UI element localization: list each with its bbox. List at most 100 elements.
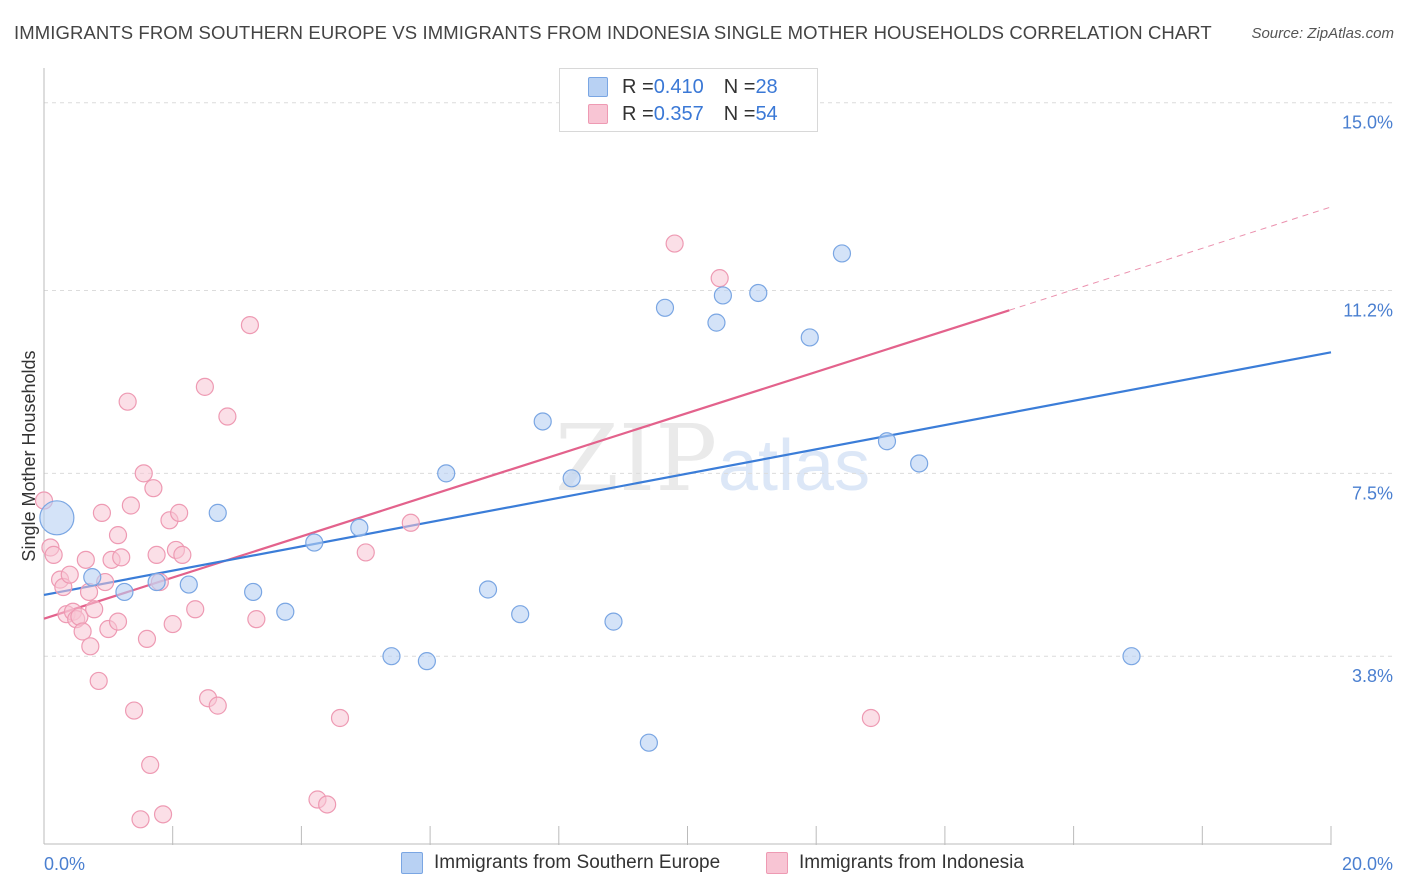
- bottom-legend-label: Immigrants from Indonesia: [799, 852, 1024, 873]
- trend-line-indonesia: [43, 309, 1010, 620]
- data-point-indonesia[interactable]: [134, 464, 153, 483]
- data-point-indonesia[interactable]: [186, 600, 205, 619]
- data-point-indonesia[interactable]: [73, 622, 92, 641]
- watermark-atlas: atlas: [718, 426, 870, 506]
- x-tick-label-max: 20.0%: [1342, 854, 1393, 874]
- data-point-southern-europe[interactable]: [83, 568, 102, 587]
- axes: [43, 68, 1332, 845]
- data-point-southern-europe[interactable]: [179, 575, 198, 594]
- data-point-southern-europe[interactable]: [910, 454, 929, 473]
- y-tick-label: 7.5%: [1352, 483, 1393, 503]
- data-point-indonesia[interactable]: [218, 407, 237, 426]
- data-point-southern-europe[interactable]: [655, 298, 675, 317]
- legend-row-southern-europe: R = 0.410 N = 28: [588, 74, 778, 100]
- data-point-southern-europe[interactable]: [639, 733, 658, 752]
- data-point-southern-europe[interactable]: [115, 582, 134, 602]
- data-point-southern-europe[interactable]: [511, 605, 530, 624]
- legend-n-value: 28: [755, 75, 778, 98]
- data-point-indonesia[interactable]: [118, 392, 137, 411]
- trend-line-indonesia-extension: [1009, 206, 1332, 311]
- correlation-legend: R = 0.410 N = 28 R = 0.357 N = 54: [559, 68, 818, 132]
- data-point-southern-europe[interactable]: [604, 612, 623, 631]
- data-point-indonesia[interactable]: [240, 315, 260, 335]
- data-point-indonesia[interactable]: [401, 513, 420, 532]
- trend-lines: [43, 206, 1332, 620]
- watermark: ZIP atlas: [555, 405, 870, 512]
- legend-n-value: 54: [755, 102, 778, 125]
- y-tick-label: 11.2%: [1343, 301, 1393, 321]
- legend-r-label: R =: [622, 102, 654, 125]
- trend-line-southern-europe: [43, 351, 1332, 597]
- data-point-southern-europe[interactable]: [478, 580, 498, 599]
- data-point-southern-europe[interactable]: [707, 313, 726, 332]
- data-point-southern-europe[interactable]: [147, 572, 166, 592]
- data-point-indonesia[interactable]: [79, 582, 99, 602]
- data-point-indonesia[interactable]: [44, 545, 63, 564]
- data-point-indonesia[interactable]: [108, 526, 128, 545]
- data-point-indonesia[interactable]: [861, 708, 880, 728]
- data-point-indonesia[interactable]: [81, 637, 100, 656]
- data-point-indonesia[interactable]: [665, 234, 684, 253]
- legend-n-label: N =: [723, 102, 756, 125]
- chart-title: IMMIGRANTS FROM SOUTHERN EUROPE VS IMMIG…: [14, 22, 1212, 43]
- data-point-indonesia[interactable]: [163, 614, 182, 634]
- legend-r-value: 0.410: [653, 75, 704, 98]
- data-point-southern-europe[interactable]: [39, 500, 75, 536]
- data-point-southern-europe[interactable]: [208, 503, 227, 522]
- legend-swatch-pink: [588, 104, 608, 124]
- data-point-southern-europe[interactable]: [417, 652, 436, 671]
- data-point-indonesia[interactable]: [121, 496, 140, 515]
- bottom-legend-indonesia[interactable]: Immigrants from Indonesia: [766, 852, 1024, 874]
- data-point-indonesia[interactable]: [153, 805, 173, 824]
- data-point-southern-europe[interactable]: [305, 533, 324, 552]
- source-label: Source: ZipAtlas.com: [1251, 25, 1394, 42]
- data-point-southern-europe[interactable]: [713, 286, 732, 305]
- data-point-southern-europe[interactable]: [832, 244, 852, 263]
- y-tick-label: 3.8%: [1352, 666, 1393, 686]
- data-point-indonesia[interactable]: [144, 479, 163, 498]
- data-point-indonesia[interactable]: [141, 755, 160, 775]
- data-point-southern-europe[interactable]: [800, 328, 819, 347]
- data-point-southern-europe[interactable]: [382, 647, 401, 666]
- data-point-southern-europe[interactable]: [562, 469, 581, 488]
- data-point-southern-europe[interactable]: [244, 582, 263, 602]
- data-point-southern-europe[interactable]: [877, 432, 897, 451]
- data-point-indonesia[interactable]: [173, 545, 192, 564]
- data-point-indonesia[interactable]: [124, 701, 144, 720]
- data-point-indonesia[interactable]: [112, 548, 131, 567]
- legend-r-label: R =: [622, 75, 654, 98]
- x-tick-label-min: 0.0%: [44, 854, 85, 874]
- data-point-indonesia[interactable]: [131, 810, 150, 829]
- data-point-indonesia[interactable]: [195, 377, 214, 396]
- data-point-indonesia[interactable]: [170, 503, 189, 522]
- data-point-southern-europe[interactable]: [749, 283, 768, 303]
- data-point-indonesia[interactable]: [92, 503, 112, 522]
- data-point-indonesia[interactable]: [330, 708, 350, 728]
- data-point-indonesia[interactable]: [108, 612, 128, 631]
- data-point-indonesia[interactable]: [85, 600, 104, 619]
- watermark-zip: ZIP: [555, 405, 717, 512]
- bottom-legend-southern-europe[interactable]: Immigrants from Southern Europe: [401, 852, 720, 874]
- bottom-legend-label: Immigrants from Southern Europe: [434, 852, 721, 873]
- tick-labels: 3.8% 7.5% 11.2% 15.0% 0.0% 20.0%: [44, 113, 1393, 874]
- data-point-indonesia[interactable]: [76, 550, 95, 569]
- data-point-southern-europe[interactable]: [350, 518, 369, 537]
- data-point-indonesia[interactable]: [208, 696, 227, 715]
- data-point-indonesia[interactable]: [60, 565, 79, 584]
- data-point-indonesia[interactable]: [137, 629, 157, 649]
- y-axis-label: Single Mother Households: [19, 350, 39, 561]
- data-point-southern-europe[interactable]: [276, 602, 295, 621]
- data-point-southern-europe[interactable]: [1122, 647, 1141, 666]
- data-point-indonesia[interactable]: [710, 269, 729, 288]
- data-point-southern-europe[interactable]: [533, 412, 552, 431]
- data-point-indonesia[interactable]: [318, 795, 337, 814]
- data-point-indonesia[interactable]: [247, 610, 266, 629]
- data-point-indonesia[interactable]: [89, 671, 108, 691]
- bottom-legend-swatch-pink: [766, 852, 788, 874]
- data-point-southern-europe[interactable]: [437, 464, 456, 483]
- series-southern-europe-points: [39, 244, 1141, 752]
- data-point-indonesia[interactable]: [356, 543, 375, 562]
- data-point-indonesia[interactable]: [147, 545, 166, 564]
- legend-n-label: N =: [723, 75, 756, 98]
